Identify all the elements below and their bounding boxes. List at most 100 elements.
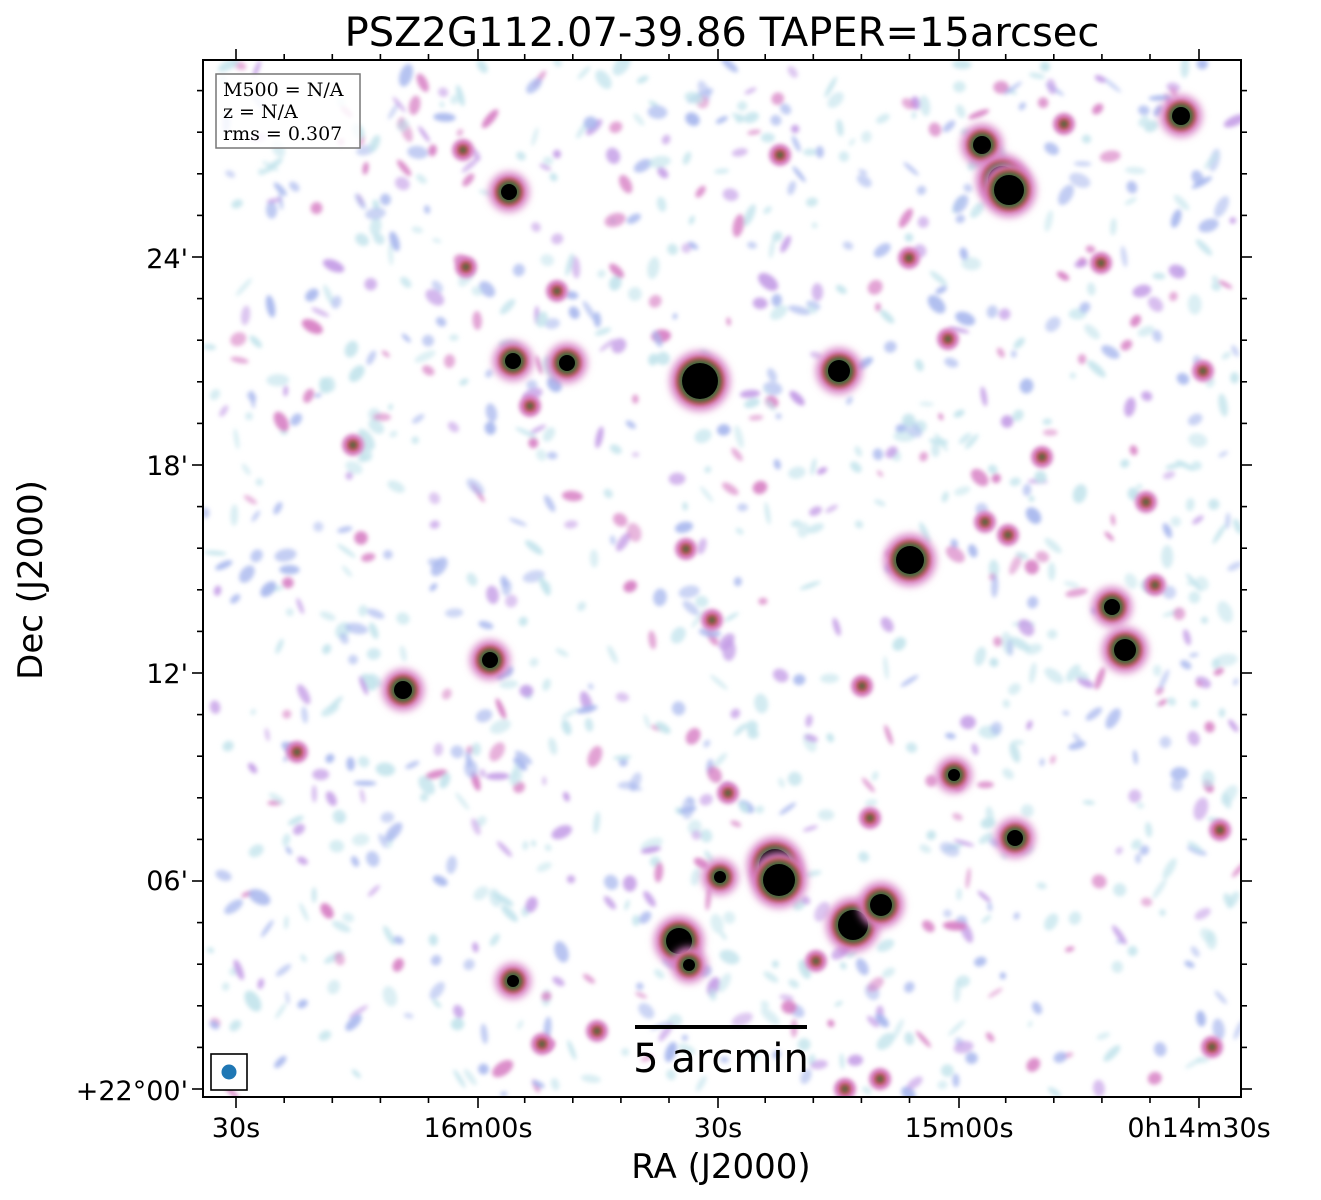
noise-blob — [690, 868, 701, 886]
noise-blob — [815, 145, 824, 159]
noise-blob — [839, 1053, 845, 1070]
plot-title: PSZ2G112.07-39.86 TAPER=15arcsec — [345, 10, 1100, 56]
noise-blob — [1232, 678, 1239, 686]
noise-blob — [289, 181, 300, 192]
noise-blob — [656, 351, 670, 366]
noise-blob — [1009, 636, 1031, 652]
noise-blob — [463, 1068, 477, 1086]
noise-blob — [1008, 683, 1021, 695]
noise-blob — [561, 719, 572, 736]
noise-blob — [731, 148, 748, 157]
noise-blob — [1084, 324, 1100, 340]
noise-blob — [1176, 372, 1190, 385]
noise-blob — [398, 63, 414, 87]
noise-blob — [1164, 526, 1172, 534]
noise-blob — [922, 920, 935, 933]
noise-blob — [842, 241, 854, 250]
noise-blob — [955, 214, 966, 224]
noise-blob — [429, 520, 440, 529]
noise-blob — [744, 398, 760, 409]
noise-blob — [278, 192, 284, 211]
noise-blob — [203, 343, 217, 351]
noise-blob — [832, 617, 841, 636]
noise-blob — [731, 112, 743, 121]
noise-blob — [974, 956, 987, 967]
noise-blob — [611, 338, 627, 354]
radio-source — [702, 859, 738, 895]
noise-blob — [668, 472, 686, 485]
noise-blob — [699, 793, 713, 806]
noise-blob — [1044, 537, 1062, 554]
noise-blob — [768, 238, 776, 259]
noise-blob — [229, 1019, 242, 1032]
noise-blob — [836, 119, 844, 137]
y-axis-label: Dec (J2000) — [11, 480, 51, 680]
noise-blob — [368, 622, 379, 639]
noise-blob — [934, 433, 948, 452]
noise-blob — [898, 208, 913, 228]
noise-blob — [1221, 792, 1232, 809]
noise-blob — [970, 201, 985, 219]
noise-blob — [772, 231, 783, 242]
noise-blob — [1020, 804, 1034, 818]
noise-blob — [571, 256, 581, 279]
noise-blob — [582, 300, 597, 322]
noise-blob — [710, 913, 724, 934]
noise-blob — [1046, 78, 1057, 95]
noise-blob — [459, 378, 469, 386]
noise-blob — [366, 608, 385, 619]
noise-blob — [1214, 195, 1230, 218]
noise-blob — [965, 1052, 978, 1065]
noise-blob — [1026, 720, 1033, 731]
noise-blob — [955, 104, 966, 119]
noise-blob — [1076, 671, 1089, 681]
noise-blob — [640, 1055, 654, 1062]
noise-blob — [1111, 960, 1124, 973]
noise-blob — [719, 949, 740, 965]
noise-blob — [968, 544, 978, 558]
noise-blob — [274, 1055, 287, 1069]
noise-blob — [1184, 960, 1195, 968]
faint-source — [675, 538, 697, 560]
noise-blob — [958, 432, 972, 445]
noise-blob — [671, 701, 686, 716]
noise-blob — [960, 715, 976, 730]
noise-blob — [539, 576, 550, 596]
noise-blob — [230, 594, 241, 604]
noise-blob — [1113, 883, 1127, 897]
noise-blob — [1006, 639, 1014, 656]
noise-blob — [734, 425, 744, 449]
noise-blob — [1031, 1001, 1043, 1015]
noise-blob — [681, 243, 692, 254]
noise-blob — [772, 1050, 782, 1059]
noise-blob — [489, 719, 511, 734]
noise-blob — [587, 683, 594, 690]
noise-blob — [1049, 755, 1056, 765]
noise-blob — [367, 884, 380, 897]
noise-blob — [564, 520, 578, 529]
noise-blob — [450, 1017, 465, 1031]
noise-blob — [743, 111, 759, 124]
noise-blob — [359, 676, 369, 696]
noise-blob — [1094, 666, 1106, 690]
noise-blob — [427, 558, 442, 568]
noise-blob — [1138, 115, 1150, 127]
noise-blob — [382, 985, 398, 1007]
noise-blob — [953, 979, 961, 1003]
noise-blob — [301, 318, 323, 335]
noise-blob — [1028, 72, 1046, 80]
noise-blob — [589, 549, 599, 568]
noise-blob — [1022, 483, 1032, 497]
noise-blob — [697, 80, 711, 102]
noise-blob — [991, 574, 999, 598]
noise-blob — [561, 490, 583, 502]
noise-blob — [726, 317, 731, 326]
noise-blob — [1182, 629, 1192, 646]
noise-blob — [475, 709, 493, 723]
noise-blob — [213, 585, 222, 596]
noise-blob — [447, 421, 459, 433]
noise-blob — [619, 174, 633, 194]
noise-blob — [543, 1016, 552, 1039]
noise-blob — [1195, 681, 1203, 687]
